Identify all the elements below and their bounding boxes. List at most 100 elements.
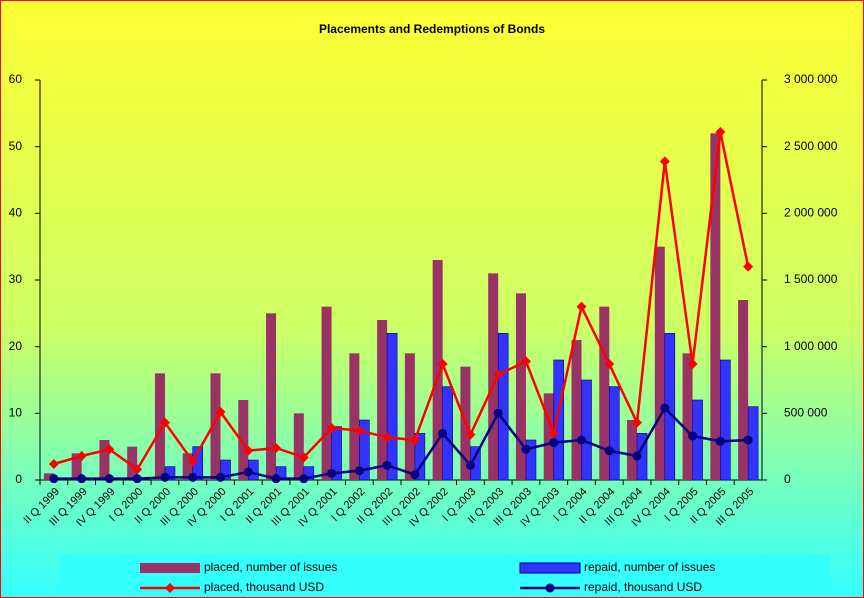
line-marker	[243, 467, 253, 477]
legend-label: placed, thousand USD	[204, 580, 324, 594]
y2-tick-label: 2 500 000	[784, 139, 838, 153]
legend-marker	[545, 583, 555, 593]
line-marker	[132, 474, 142, 484]
line-marker	[659, 156, 670, 167]
y-tick-label: 0	[15, 472, 22, 486]
line-marker	[493, 408, 503, 418]
y2-tick-label: 1 500 000	[784, 272, 838, 286]
y2-tick-label: 3 000 000	[784, 72, 838, 86]
line-marker	[549, 438, 559, 448]
bar	[553, 359, 565, 481]
line-marker	[271, 443, 282, 453]
bar	[210, 373, 221, 480]
bar	[182, 453, 193, 480]
line-marker	[743, 435, 753, 445]
line-marker	[715, 127, 726, 137]
chart-title: Placements and Redemptions of Bonds	[319, 22, 545, 36]
line-marker	[354, 466, 364, 476]
y-tick-label: 50	[9, 139, 23, 153]
y-tick-label: 30	[9, 272, 23, 286]
bar	[321, 306, 332, 480]
line-marker	[187, 456, 198, 467]
legend-swatch	[519, 562, 581, 574]
bar	[127, 446, 138, 480]
y2-tick-label: 1 000 000	[784, 339, 838, 353]
line-marker	[465, 460, 475, 470]
line-marker	[521, 444, 531, 454]
line-marker	[243, 445, 254, 456]
legend-label: placed, number of issues	[204, 560, 337, 574]
line-marker	[326, 423, 337, 433]
line-marker	[104, 474, 114, 484]
line-marker	[132, 464, 143, 475]
bar	[220, 459, 231, 481]
line-marker	[520, 356, 531, 367]
line-marker	[465, 429, 476, 440]
bar	[386, 333, 398, 481]
line-marker	[327, 468, 337, 478]
bar	[599, 306, 610, 480]
line-marker	[577, 435, 586, 445]
bar	[608, 386, 620, 481]
bar	[349, 353, 360, 480]
line-marker	[715, 436, 725, 446]
line-marker	[548, 428, 559, 439]
line-marker	[49, 474, 59, 484]
bar	[432, 260, 443, 480]
legend-marker	[165, 583, 175, 593]
bar	[525, 439, 537, 481]
y-tick-label: 20	[9, 339, 23, 353]
bar	[154, 373, 165, 480]
bar	[293, 413, 304, 480]
bar	[710, 133, 721, 481]
bar	[738, 300, 749, 480]
bar	[71, 453, 82, 480]
line-marker	[215, 407, 226, 417]
bar	[571, 340, 582, 480]
line-marker	[632, 451, 642, 461]
y-tick-label: 10	[9, 406, 23, 420]
bar	[627, 420, 638, 480]
line-marker	[409, 435, 420, 445]
bar	[238, 400, 249, 480]
line-marker	[188, 472, 198, 482]
bar	[359, 419, 370, 481]
line-marker	[298, 452, 309, 463]
line-marker	[104, 444, 115, 455]
line-marker	[743, 261, 754, 272]
line-marker	[77, 474, 87, 484]
line-marker	[437, 359, 448, 369]
legend-box	[60, 555, 830, 597]
bar	[497, 333, 509, 481]
line-marker	[604, 446, 614, 456]
line-marker	[159, 417, 170, 428]
line-marker	[382, 432, 393, 443]
line-marker	[438, 428, 448, 438]
bar	[404, 353, 415, 480]
line-marker	[354, 425, 365, 436]
legend-swatch	[140, 563, 200, 573]
line-marker	[410, 470, 420, 480]
line-marker	[688, 431, 698, 441]
bar	[414, 433, 426, 481]
line-marker	[299, 474, 309, 484]
bar	[43, 473, 54, 480]
bar	[581, 379, 592, 481]
bar	[275, 466, 287, 481]
line-marker	[271, 474, 281, 484]
line-marker	[576, 301, 587, 312]
line-marker	[632, 417, 643, 428]
line-marker	[216, 472, 225, 482]
line-series	[53, 405, 749, 480]
y2-tick-label: 500 000	[784, 406, 828, 420]
line-marker	[160, 472, 170, 482]
bar	[682, 353, 693, 480]
bar	[99, 440, 110, 480]
bar	[377, 320, 388, 480]
line-marker	[48, 459, 59, 469]
bar	[654, 246, 665, 480]
bar	[266, 313, 277, 480]
bar	[720, 359, 731, 481]
legend-label: repaid, thousand USD	[584, 580, 702, 594]
